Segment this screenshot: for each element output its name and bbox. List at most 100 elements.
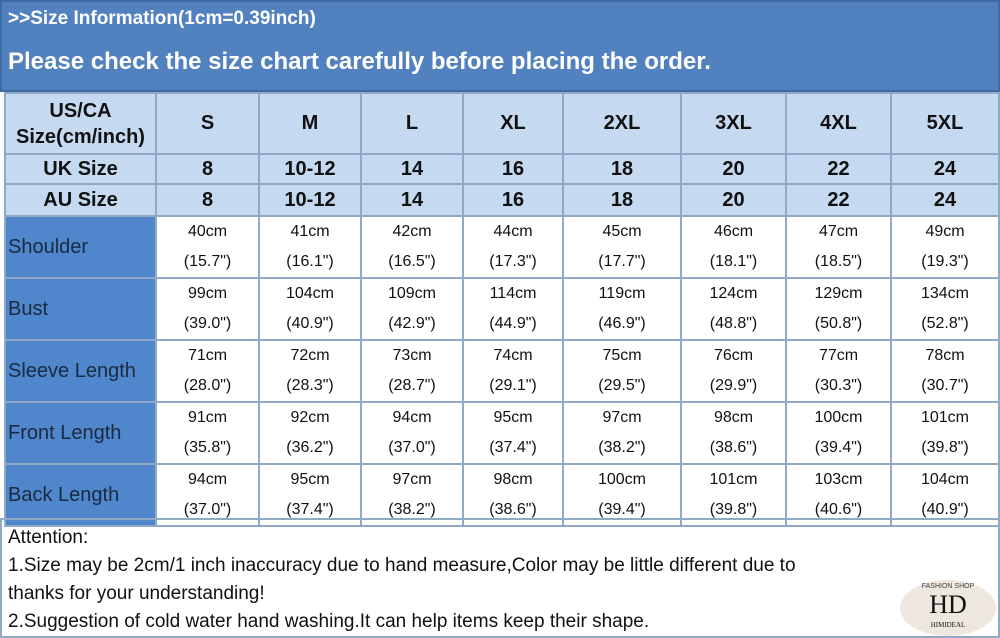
attention-line-2: thanks for your understanding! xyxy=(8,583,265,604)
measurement-cell: 46cm (18.1") xyxy=(680,215,787,279)
attention-line-1: 1.Size may be 2cm/1 inch inaccuracy due … xyxy=(8,555,796,576)
measurement-cell: 103cm (40.6") xyxy=(785,463,892,527)
uk-size-cell: 22 xyxy=(785,153,892,185)
size-header-cell: XL xyxy=(462,92,564,155)
cm-value: 97cm xyxy=(392,471,432,488)
inch-value: (37.0") xyxy=(183,501,232,518)
measurement-cell: 47cm (18.5") xyxy=(785,215,892,279)
measurement-row: Bust 99cm (39.0") 104cm (40.9") 109cm (42.9") 1… xyxy=(4,277,1000,341)
measurement-cell: 73cm (28.7") xyxy=(360,339,464,403)
size-info-title: Please check the size chart carefully be… xyxy=(8,48,711,75)
measurement-cell: 91cm (35.8") xyxy=(155,401,260,465)
measurement-cell: 104cm (40.9") xyxy=(258,277,362,341)
cm-value: 74cm xyxy=(493,347,533,364)
cm-value: 45cm xyxy=(602,223,642,240)
inch-value: (28.0") xyxy=(183,377,232,394)
cm-value: 114cm xyxy=(489,285,537,302)
cm-value: 100cm xyxy=(814,409,863,426)
measurement-cell: 77cm (30.3") xyxy=(785,339,892,403)
inch-value: (44.9") xyxy=(489,315,537,332)
measurement-cell: 40cm (15.7") xyxy=(155,215,260,279)
size-info-banner: >>Size Information(1cm=0.39inch) Please … xyxy=(0,0,1000,92)
cm-value: 134cm xyxy=(920,285,970,302)
cm-value: 103cm xyxy=(814,471,863,488)
au-size-cell: 16 xyxy=(462,183,564,217)
inch-value: (38.2") xyxy=(388,501,436,518)
inch-value: (17.3") xyxy=(489,253,537,270)
au-size-cell: 18 xyxy=(562,183,682,217)
uk-size-cell: 10-12 xyxy=(258,153,362,185)
cm-value: 109cm xyxy=(387,285,437,302)
measurement-cell: 101cm (39.8") xyxy=(680,463,787,527)
inch-value: (52.8") xyxy=(921,315,969,332)
measurement-cell: 129cm (50.8") xyxy=(785,277,892,341)
inch-value: (42.9") xyxy=(388,315,436,332)
cm-value: 100cm xyxy=(597,471,647,488)
inch-value: (17.7") xyxy=(598,253,646,270)
cm-value: 94cm xyxy=(392,409,432,426)
size-header-cell: M xyxy=(258,92,362,155)
measurement-cell: 42cm (16.5") xyxy=(360,215,464,279)
measurement-cell: 95cm (37.4") xyxy=(462,401,564,465)
measurement-cell: 114cm (44.9") xyxy=(462,277,564,341)
cm-value: 49cm xyxy=(925,223,965,240)
cm-value: 42cm xyxy=(392,223,432,240)
shop-logo-watermark: FASHION SHOP HD HIMIDEAL xyxy=(900,580,996,636)
measurement-label: Shoulder xyxy=(4,215,157,279)
inch-value: (30.7") xyxy=(921,377,969,394)
measurement-cell: 98cm (38.6") xyxy=(680,401,787,465)
measurement-row: Shoulder 40cm (15.7") 41cm (16.1") 42cm (16.5"… xyxy=(4,215,1000,279)
measurement-cell: 49cm (19.3") xyxy=(890,215,1000,279)
inch-value: (40.9") xyxy=(286,315,334,332)
measurement-cell: 98cm (38.6") xyxy=(462,463,564,527)
cm-value: 101cm xyxy=(920,409,970,426)
inch-value: (28.3") xyxy=(286,377,334,394)
uk-size-row: UK Size 8 10-12 14 16 18 20 22 24 xyxy=(4,153,1000,185)
inch-value: (39.0") xyxy=(183,315,232,332)
measurement-label: Sleeve Length xyxy=(4,339,157,403)
measurement-cell: 100cm (39.4") xyxy=(785,401,892,465)
measurement-row: Back Length 94cm (37.0") 95cm (37.4") 97cm (38… xyxy=(4,463,1000,527)
inch-value: (39.4") xyxy=(814,439,863,456)
measurement-cell: 74cm (29.1") xyxy=(462,339,564,403)
logo-name: HIMIDEAL xyxy=(930,621,966,629)
measurement-cell: 95cm (37.4") xyxy=(258,463,362,527)
measurement-label: Bust xyxy=(4,277,157,341)
uk-size-cell: 8 xyxy=(155,153,260,185)
cm-value: 92cm xyxy=(290,409,330,426)
cm-value: 95cm xyxy=(290,471,330,488)
inch-value: (35.8") xyxy=(183,439,232,456)
cm-value: 119cm xyxy=(598,285,646,302)
inch-value: (18.5") xyxy=(814,253,863,270)
size-chart-table: US/CA Size(cm/inch) S M L XL 2XL 3XL 4XL 5XL UK S… xyxy=(4,92,1000,527)
inch-value: (37.4") xyxy=(286,501,334,518)
measurement-cell: 45cm (17.7") xyxy=(562,215,682,279)
uk-size-cell: 24 xyxy=(890,153,1000,185)
au-size-cell: 24 xyxy=(890,183,1000,217)
cm-value: 94cm xyxy=(187,471,228,488)
measurement-cell: 134cm (52.8") xyxy=(890,277,1000,341)
inch-value: (46.9") xyxy=(598,315,646,332)
inch-value: (29.5") xyxy=(598,377,646,394)
cm-value: 46cm xyxy=(713,223,754,240)
cm-value: 73cm xyxy=(392,347,432,364)
measurement-label: Back Length xyxy=(4,463,157,527)
size-header-cell: 4XL xyxy=(785,92,892,155)
measurement-cell: 99cm (39.0") xyxy=(155,277,260,341)
uk-size-cell: 18 xyxy=(562,153,682,185)
measurement-row: Sleeve Length 71cm (28.0") 72cm (28.3") 73cm (… xyxy=(4,339,1000,403)
cm-value: 95cm xyxy=(493,409,533,426)
au-size-row: AU Size 8 10-12 14 16 18 20 22 24 xyxy=(4,183,1000,217)
size-header-cell: 3XL xyxy=(680,92,787,155)
inch-value: (30.3") xyxy=(814,377,863,394)
measurement-cell: 44cm (17.3") xyxy=(462,215,564,279)
measurement-cell: 94cm (37.0") xyxy=(155,463,260,527)
cm-value: 78cm xyxy=(925,347,965,364)
cm-value: 129cm xyxy=(814,285,863,302)
size-header-cell: S xyxy=(155,92,260,155)
cm-value: 75cm xyxy=(602,347,642,364)
cm-value: 47cm xyxy=(818,223,859,240)
inch-value: (16.1") xyxy=(286,253,334,270)
attention-heading: Attention: xyxy=(8,527,89,548)
inch-value: (48.8") xyxy=(709,315,758,332)
